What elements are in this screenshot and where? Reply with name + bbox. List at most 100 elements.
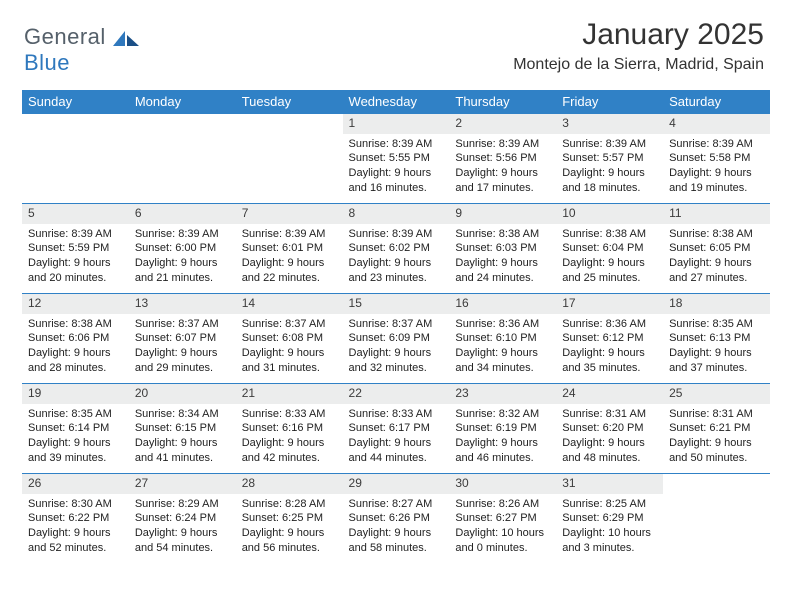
daylight-text: Daylight: 9 hours and 37 minutes. — [669, 346, 764, 376]
weekday-header: Saturday — [663, 90, 770, 114]
calendar-day-cell: 11Sunrise: 8:38 AMSunset: 6:05 PMDayligh… — [663, 204, 770, 294]
month-title: January 2025 — [513, 18, 764, 52]
daylight-text: Daylight: 9 hours and 24 minutes. — [455, 256, 550, 286]
day-number: 9 — [449, 204, 556, 224]
day-details: Sunrise: 8:31 AMSunset: 6:20 PMDaylight:… — [556, 404, 663, 470]
calendar-day-cell: 9Sunrise: 8:38 AMSunset: 6:03 PMDaylight… — [449, 204, 556, 294]
day-number — [22, 114, 129, 134]
calendar-day-cell — [663, 474, 770, 564]
sunset-text: Sunset: 6:13 PM — [669, 331, 764, 346]
calendar-day-cell — [22, 114, 129, 204]
day-details: Sunrise: 8:35 AMSunset: 6:13 PMDaylight:… — [663, 314, 770, 380]
day-details: Sunrise: 8:39 AMSunset: 5:57 PMDaylight:… — [556, 134, 663, 200]
sunrise-text: Sunrise: 8:30 AM — [28, 497, 123, 512]
calendar-day-cell — [236, 114, 343, 204]
day-details: Sunrise: 8:39 AMSunset: 6:00 PMDaylight:… — [129, 224, 236, 290]
sunrise-text: Sunrise: 8:37 AM — [242, 317, 337, 332]
daylight-text: Daylight: 9 hours and 50 minutes. — [669, 436, 764, 466]
day-details: Sunrise: 8:39 AMSunset: 6:01 PMDaylight:… — [236, 224, 343, 290]
calendar-day-cell: 12Sunrise: 8:38 AMSunset: 6:06 PMDayligh… — [22, 294, 129, 384]
calendar-week-row: 5Sunrise: 8:39 AMSunset: 5:59 PMDaylight… — [22, 204, 770, 294]
day-details: Sunrise: 8:39 AMSunset: 6:02 PMDaylight:… — [343, 224, 450, 290]
calendar-day-cell: 31Sunrise: 8:25 AMSunset: 6:29 PMDayligh… — [556, 474, 663, 564]
day-number: 15 — [343, 294, 450, 314]
day-details: Sunrise: 8:38 AMSunset: 6:04 PMDaylight:… — [556, 224, 663, 290]
day-number: 10 — [556, 204, 663, 224]
day-number: 4 — [663, 114, 770, 134]
calendar-week-row: 12Sunrise: 8:38 AMSunset: 6:06 PMDayligh… — [22, 294, 770, 384]
calendar-day-cell: 4Sunrise: 8:39 AMSunset: 5:58 PMDaylight… — [663, 114, 770, 204]
day-details: Sunrise: 8:29 AMSunset: 6:24 PMDaylight:… — [129, 494, 236, 560]
daylight-text: Daylight: 9 hours and 42 minutes. — [242, 436, 337, 466]
daylight-text: Daylight: 9 hours and 46 minutes. — [455, 436, 550, 466]
calendar-table: Sunday Monday Tuesday Wednesday Thursday… — [22, 90, 770, 564]
day-details: Sunrise: 8:36 AMSunset: 6:10 PMDaylight:… — [449, 314, 556, 380]
sunset-text: Sunset: 6:02 PM — [349, 241, 444, 256]
brand-part2: Blue — [24, 50, 70, 75]
daylight-text: Daylight: 9 hours and 32 minutes. — [349, 346, 444, 376]
calendar-day-cell: 8Sunrise: 8:39 AMSunset: 6:02 PMDaylight… — [343, 204, 450, 294]
calendar-day-cell: 17Sunrise: 8:36 AMSunset: 6:12 PMDayligh… — [556, 294, 663, 384]
day-number — [129, 114, 236, 134]
sunset-text: Sunset: 6:25 PM — [242, 511, 337, 526]
calendar-day-cell: 30Sunrise: 8:26 AMSunset: 6:27 PMDayligh… — [449, 474, 556, 564]
weekday-header: Monday — [129, 90, 236, 114]
brand-part1: General — [24, 24, 106, 49]
day-details: Sunrise: 8:34 AMSunset: 6:15 PMDaylight:… — [129, 404, 236, 470]
day-number: 21 — [236, 384, 343, 404]
day-details — [129, 134, 236, 141]
daylight-text: Daylight: 9 hours and 56 minutes. — [242, 526, 337, 556]
sunset-text: Sunset: 5:57 PM — [562, 151, 657, 166]
daylight-text: Daylight: 9 hours and 27 minutes. — [669, 256, 764, 286]
sunset-text: Sunset: 6:09 PM — [349, 331, 444, 346]
sunset-text: Sunset: 6:08 PM — [242, 331, 337, 346]
day-details: Sunrise: 8:37 AMSunset: 6:07 PMDaylight:… — [129, 314, 236, 380]
sunset-text: Sunset: 6:01 PM — [242, 241, 337, 256]
calendar-day-cell: 2Sunrise: 8:39 AMSunset: 5:56 PMDaylight… — [449, 114, 556, 204]
day-number: 25 — [663, 384, 770, 404]
daylight-text: Daylight: 9 hours and 21 minutes. — [135, 256, 230, 286]
sunrise-text: Sunrise: 8:37 AM — [135, 317, 230, 332]
day-details: Sunrise: 8:37 AMSunset: 6:08 PMDaylight:… — [236, 314, 343, 380]
weekday-header-row: Sunday Monday Tuesday Wednesday Thursday… — [22, 90, 770, 114]
logo-sail-icon — [113, 28, 139, 46]
daylight-text: Daylight: 10 hours and 0 minutes. — [455, 526, 550, 556]
calendar-day-cell: 25Sunrise: 8:31 AMSunset: 6:21 PMDayligh… — [663, 384, 770, 474]
page-header: General Blue January 2025 Montejo de la … — [0, 0, 792, 84]
calendar-day-cell: 18Sunrise: 8:35 AMSunset: 6:13 PMDayligh… — [663, 294, 770, 384]
day-number: 18 — [663, 294, 770, 314]
sunset-text: Sunset: 6:19 PM — [455, 421, 550, 436]
day-details: Sunrise: 8:33 AMSunset: 6:17 PMDaylight:… — [343, 404, 450, 470]
daylight-text: Daylight: 9 hours and 44 minutes. — [349, 436, 444, 466]
day-number: 2 — [449, 114, 556, 134]
sunset-text: Sunset: 5:55 PM — [349, 151, 444, 166]
day-details: Sunrise: 8:26 AMSunset: 6:27 PMDaylight:… — [449, 494, 556, 560]
daylight-text: Daylight: 9 hours and 58 minutes. — [349, 526, 444, 556]
sunset-text: Sunset: 6:17 PM — [349, 421, 444, 436]
sunrise-text: Sunrise: 8:36 AM — [562, 317, 657, 332]
day-details: Sunrise: 8:36 AMSunset: 6:12 PMDaylight:… — [556, 314, 663, 380]
sunrise-text: Sunrise: 8:33 AM — [242, 407, 337, 422]
day-details: Sunrise: 8:39 AMSunset: 5:58 PMDaylight:… — [663, 134, 770, 200]
day-number: 11 — [663, 204, 770, 224]
day-number: 16 — [449, 294, 556, 314]
daylight-text: Daylight: 9 hours and 28 minutes. — [28, 346, 123, 376]
daylight-text: Daylight: 9 hours and 19 minutes. — [669, 166, 764, 196]
sunrise-text: Sunrise: 8:38 AM — [455, 227, 550, 242]
brand-logo: General Blue — [24, 18, 139, 76]
sunrise-text: Sunrise: 8:33 AM — [349, 407, 444, 422]
daylight-text: Daylight: 9 hours and 22 minutes. — [242, 256, 337, 286]
day-details: Sunrise: 8:39 AMSunset: 5:56 PMDaylight:… — [449, 134, 556, 200]
sunset-text: Sunset: 6:22 PM — [28, 511, 123, 526]
day-number: 3 — [556, 114, 663, 134]
daylight-text: Daylight: 9 hours and 48 minutes. — [562, 436, 657, 466]
day-number: 23 — [449, 384, 556, 404]
sunset-text: Sunset: 6:07 PM — [135, 331, 230, 346]
day-number: 28 — [236, 474, 343, 494]
calendar-week-row: 19Sunrise: 8:35 AMSunset: 6:14 PMDayligh… — [22, 384, 770, 474]
calendar-day-cell: 22Sunrise: 8:33 AMSunset: 6:17 PMDayligh… — [343, 384, 450, 474]
sunset-text: Sunset: 6:04 PM — [562, 241, 657, 256]
day-details — [22, 134, 129, 141]
day-number: 20 — [129, 384, 236, 404]
sunrise-text: Sunrise: 8:39 AM — [349, 137, 444, 152]
